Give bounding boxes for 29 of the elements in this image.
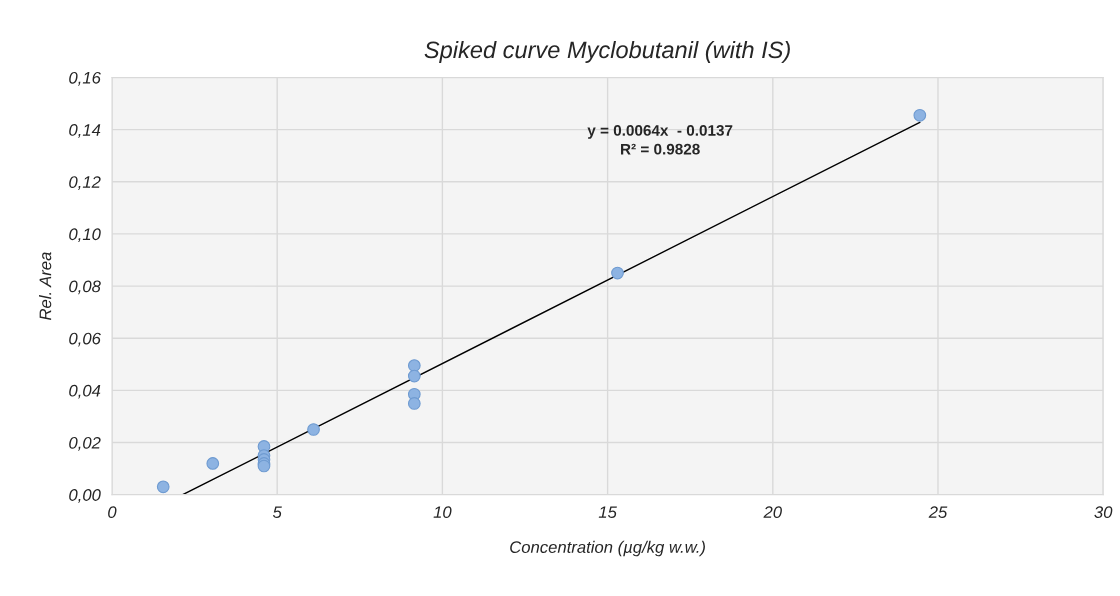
point xyxy=(913,108,927,122)
point xyxy=(156,480,170,494)
annotation: R² = 0.9828 xyxy=(621,143,700,155)
y-tick-label: 0,14 xyxy=(69,124,101,138)
x-tick-label: 30 xyxy=(1094,506,1113,519)
y-tick-label: 0,10 xyxy=(69,228,101,243)
y-tick-label: 0,08 xyxy=(69,280,101,295)
y-axis-title: Rel. Area xyxy=(39,252,52,320)
y-tick-label: 0,00 xyxy=(69,489,101,503)
x-tick-label: 15 xyxy=(598,506,617,519)
point xyxy=(206,457,220,470)
y-tick-label: 0,16 xyxy=(69,71,101,86)
point xyxy=(407,397,421,410)
y-tick-label: 0,06 xyxy=(69,332,101,347)
x-tick-label: 0 xyxy=(108,506,117,519)
x-tick-label: 25 xyxy=(928,506,948,519)
point xyxy=(611,266,624,280)
chart-title: Spiked curve Myclobutanil (with IS) xyxy=(424,40,790,63)
x-axis-title: Concentration (µg/kg w.w.) xyxy=(510,540,705,557)
y-tick-label: 0,04 xyxy=(69,384,101,399)
annotation: y = 0.0064x - 0.0137 xyxy=(587,125,733,139)
point xyxy=(307,423,320,436)
x-tick-label: 20 xyxy=(763,506,782,519)
x-tick-label: 5 xyxy=(272,506,282,519)
point xyxy=(407,359,421,372)
y-tick-label: 0,02 xyxy=(69,436,101,451)
x-tick-label: 10 xyxy=(433,506,452,519)
point xyxy=(407,369,421,383)
y-tick-label: 0,12 xyxy=(69,176,101,190)
